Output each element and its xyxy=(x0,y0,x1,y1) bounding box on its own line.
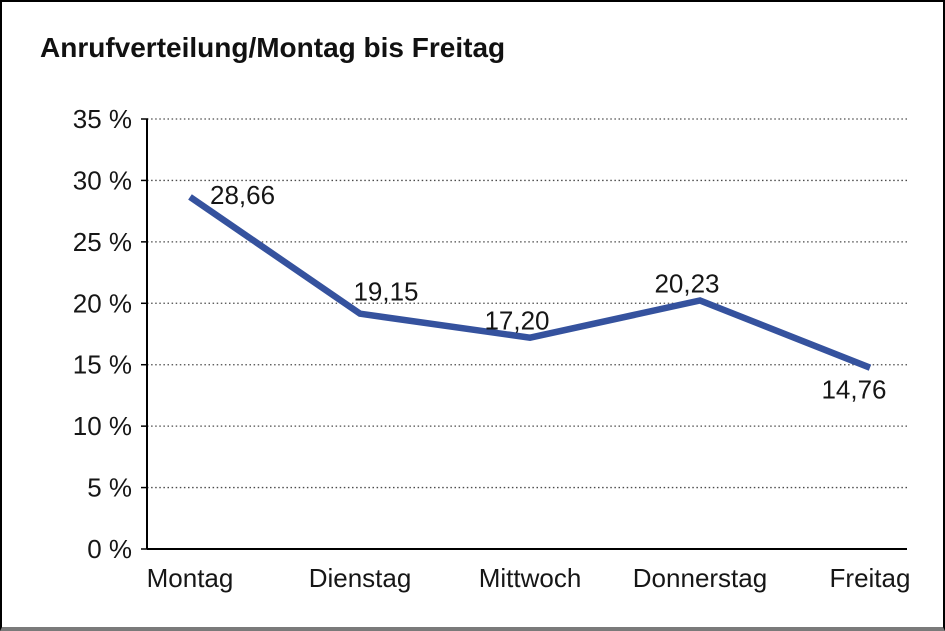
data-label: 28,66 xyxy=(210,180,275,210)
data-label: 20,23 xyxy=(654,268,719,298)
x-axis-label: Mittwoch xyxy=(479,563,582,593)
y-axis-label: 5 % xyxy=(87,473,132,503)
data-label: 19,15 xyxy=(353,277,418,307)
x-axis-label: Montag xyxy=(147,563,234,593)
y-axis-label: 10 % xyxy=(73,411,132,441)
data-label: 14,76 xyxy=(821,375,886,405)
x-axis-label: Freitag xyxy=(830,563,911,593)
x-axis-label: Donnerstag xyxy=(633,563,767,593)
y-axis-label: 25 % xyxy=(73,227,132,257)
x-axis-label: Dienstag xyxy=(309,563,412,593)
data-line xyxy=(188,194,872,371)
y-axis-label: 15 % xyxy=(73,350,132,380)
data-label: 17,20 xyxy=(484,306,549,336)
y-axis-label: 20 % xyxy=(73,288,132,318)
chart-title: Anrufverteilung/Montag bis Freitag xyxy=(40,32,506,63)
y-axis-label: 35 % xyxy=(73,104,132,134)
y-axis-label: 30 % xyxy=(73,165,132,195)
y-axis-label: 0 % xyxy=(87,534,132,564)
